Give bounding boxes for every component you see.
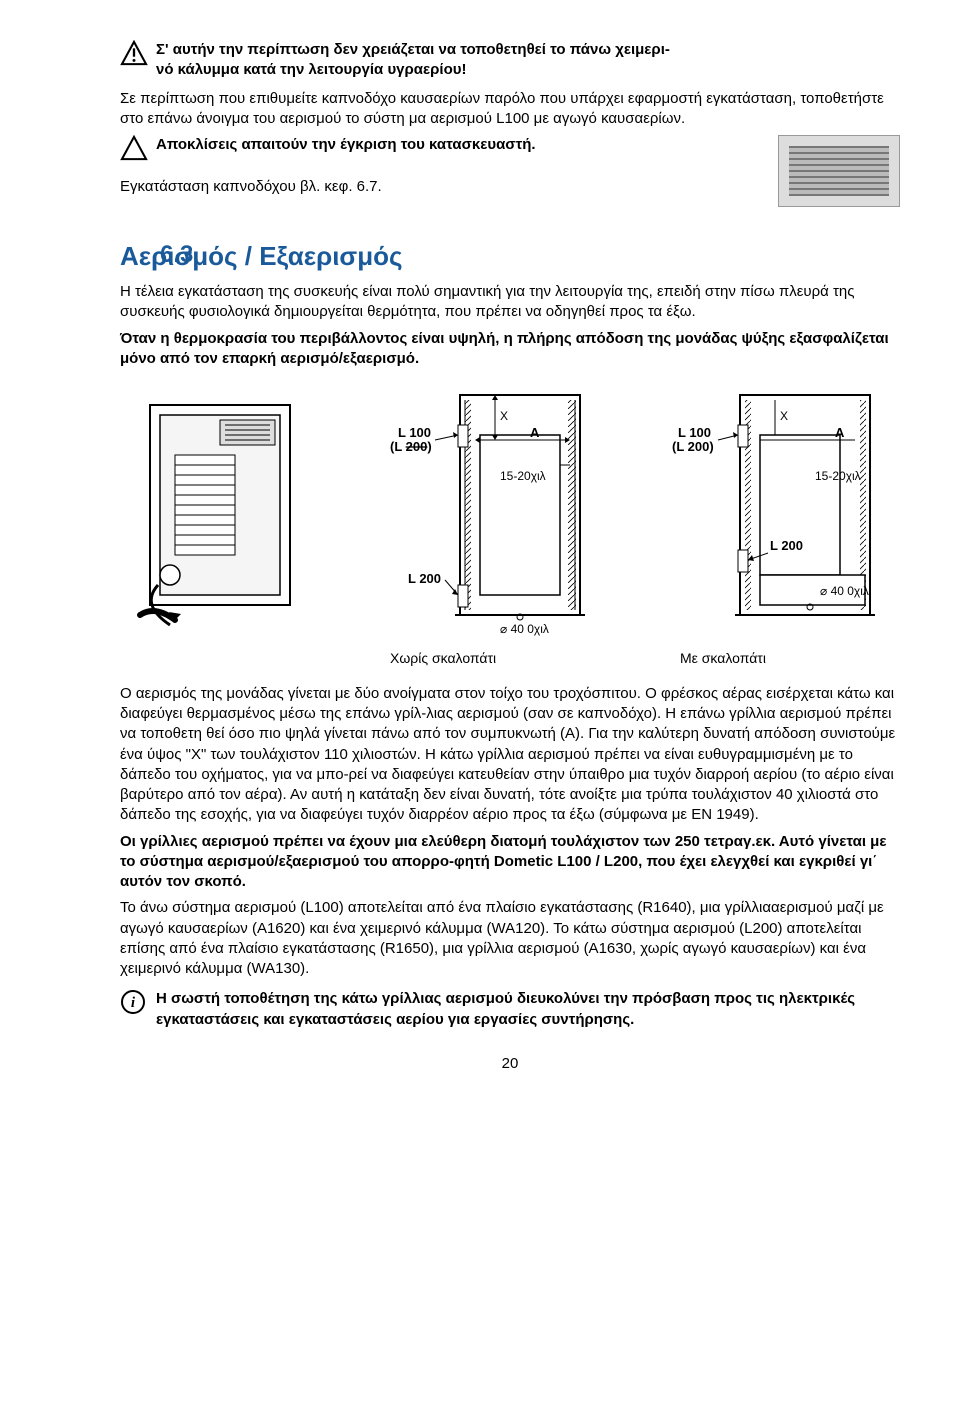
warning-text-2: Αποκλίσεις απαιτούν την έγκριση του κατα…: [156, 135, 536, 155]
warn1-line1: Σ' αυτήν την περίπτωση δεν χρειάζεται να…: [156, 41, 670, 58]
section-number: 6.3: [160, 239, 193, 271]
svg-text:X: X: [780, 409, 788, 423]
warning-icon: [120, 40, 148, 72]
svg-text:X: X: [500, 409, 508, 423]
caption-no-step: Χωρίς σκαλοπάτι: [370, 649, 610, 668]
svg-text:A: A: [835, 425, 845, 440]
vent-photo: [778, 135, 900, 207]
svg-text:15-20χιλ: 15-20χιλ: [815, 469, 861, 483]
warn1-line2: νό κάλυμμα κατά την λειτουργία υγραερίου…: [156, 61, 466, 78]
warning-text-1: Σ' αυτήν την περίπτωση δεν χρειάζεται να…: [156, 40, 670, 81]
warning-block-2: Αποκλίσεις απαιτούν την έγκριση του κατα…: [120, 135, 762, 167]
body-para-1: Ο αερισμός της μονάδας γίνεται με δύο αν…: [120, 684, 900, 826]
svg-text:L 200: L 200: [770, 538, 803, 553]
svg-text:(L 200): (L 200): [672, 439, 714, 454]
section-para-2: Όταν η θερμοκρασία του περιβάλλοντος είν…: [120, 329, 900, 370]
info-block: i Η σωστή τοποθέτηση της κάτω γρίλλιας α…: [120, 989, 900, 1030]
diagram-fridge: [120, 385, 320, 645]
svg-text:⌀ 40 0χιλ: ⌀ 40 0χιλ: [500, 622, 549, 636]
svg-text:A: A: [530, 425, 540, 440]
page-number: 20: [120, 1054, 900, 1074]
svg-text:L 100: L 100: [398, 425, 431, 440]
diagram-with-step: X A L 100 (L 200) 15-20χιλ L 200 ⌀ 40 0χ…: [660, 385, 900, 668]
warning-icon: [120, 135, 148, 167]
body-para-2: Οι γρίλλιες αερισμού πρέπει να έχουν μια…: [120, 832, 900, 893]
diagram-no-step: X A L 100 (L 200) 15-20χιλ L 200 ⌀ 40 0χ…: [370, 385, 610, 668]
svg-text:(L 200): (L 200): [390, 439, 432, 454]
caption-with-step: Με σκαλοπάτι: [660, 649, 900, 668]
svg-text:⌀ 40 0χιλ: ⌀ 40 0χιλ: [820, 584, 869, 598]
info-text: Η σωστή τοποθέτηση της κάτω γρίλλιας αερ…: [156, 989, 900, 1030]
warning-block-1: Σ' αυτήν την περίπτωση δεν χρειάζεται να…: [120, 40, 900, 81]
svg-text:15-20χιλ: 15-20χιλ: [500, 469, 546, 483]
diagrams-row: X A L 100 (L 200) 15-20χιλ L 200 ⌀ 40 0χ…: [120, 385, 900, 668]
intro-paragraph: Σε περίπτωση που επιθυμείτε καπνοδόχο κα…: [120, 89, 900, 130]
svg-text:L 100: L 100: [678, 425, 711, 440]
section-para-1: Η τέλεια εγκατάσταση της συσκευής είναι …: [120, 282, 900, 323]
info-icon: i: [120, 989, 148, 1021]
section-6-3: 6.3 Αερισμός / Εξαερισμός Η τέλεια εγκατ…: [120, 239, 900, 1030]
section-title: Αερισμός / Εξαερισμός: [120, 239, 900, 274]
svg-text:i: i: [131, 995, 136, 1011]
body-para-3: Το άνω σύστημα αερισμού (L100) αποτελείτ…: [120, 898, 900, 979]
svg-text:L 200: L 200: [408, 571, 441, 586]
